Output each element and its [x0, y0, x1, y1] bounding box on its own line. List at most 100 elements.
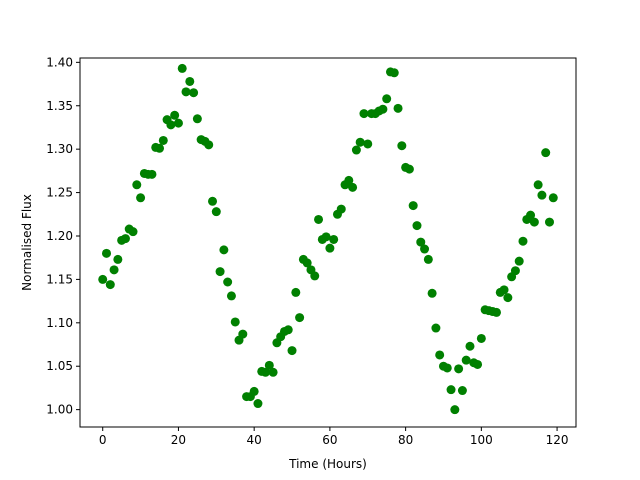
y-tick-label: 1.10: [46, 316, 73, 330]
y-tick-label: 1.20: [46, 229, 73, 243]
data-point: [454, 364, 464, 374]
data-point: [155, 143, 165, 153]
y-tick-label: 1.00: [46, 403, 73, 417]
data-point: [211, 207, 221, 217]
data-point: [109, 265, 119, 275]
y-tick-label: 1.15: [46, 272, 73, 286]
data-point: [529, 217, 539, 227]
data-point: [170, 110, 180, 120]
data-point: [147, 169, 157, 179]
data-point: [310, 271, 320, 281]
data-point: [457, 386, 467, 396]
data-point: [431, 323, 441, 333]
data-point: [476, 333, 486, 343]
data-point: [158, 135, 168, 145]
data-point: [446, 385, 456, 395]
data-point: [450, 405, 460, 415]
data-point: [302, 258, 312, 268]
data-point: [230, 317, 240, 327]
data-point: [541, 148, 551, 158]
data-point: [215, 267, 225, 277]
data-point: [499, 285, 509, 295]
y-tick-label: 1.25: [46, 186, 73, 200]
x-tick-label: 120: [546, 433, 569, 447]
data-point: [329, 234, 339, 244]
data-point: [136, 193, 146, 203]
x-tick-label: 20: [171, 433, 186, 447]
y-tick-label: 1.05: [46, 359, 73, 373]
x-tick-label: 40: [247, 433, 262, 447]
data-point: [404, 164, 414, 174]
data-point: [208, 196, 218, 206]
data-point: [378, 104, 388, 114]
data-point: [514, 256, 524, 266]
data-point: [120, 234, 130, 244]
data-point: [249, 386, 259, 396]
data-point: [442, 363, 452, 373]
data-point: [105, 280, 115, 290]
data-point: [412, 221, 422, 231]
x-tick-label: 100: [470, 433, 493, 447]
data-point: [348, 182, 358, 192]
data-point: [537, 190, 547, 200]
data-point: [102, 248, 111, 258]
y-tick-label: 1.35: [46, 99, 73, 113]
data-point: [321, 232, 331, 242]
data-point: [363, 139, 373, 149]
data-point: [491, 307, 501, 317]
data-point: [325, 243, 335, 253]
data-point: [461, 355, 471, 365]
y-tick-label: 1.30: [46, 142, 73, 156]
data-point: [355, 137, 365, 147]
data-point: [295, 313, 305, 323]
data-point: [192, 114, 202, 124]
data-point: [548, 193, 558, 203]
data-point: [545, 217, 554, 227]
data-point: [238, 329, 248, 339]
x-tick-label: 60: [322, 433, 337, 447]
data-point: [226, 291, 236, 301]
data-point: [420, 244, 430, 254]
data-point: [336, 204, 346, 214]
data-point: [185, 76, 195, 86]
data-point: [359, 109, 369, 119]
data-point: [264, 360, 274, 370]
data-point: [344, 175, 354, 185]
plot-frame: [79, 57, 577, 428]
data-point: [518, 236, 528, 246]
x-tick-label: 80: [398, 433, 413, 447]
data-point: [427, 288, 437, 298]
data-point: [423, 254, 433, 264]
data-point: [128, 227, 138, 237]
data-point: [166, 120, 176, 130]
data-point: [283, 325, 293, 335]
data-point: [314, 214, 324, 224]
data-point: [98, 274, 108, 284]
data-point: [408, 201, 418, 211]
data-point: [132, 180, 142, 190]
x-axis: 0 20 40 60 80 100 120: [99, 427, 569, 447]
x-axis-label: Time (Hours): [288, 457, 367, 471]
data-point: [473, 359, 483, 369]
data-point: [181, 87, 191, 97]
data-point: [393, 103, 403, 113]
data-point: [173, 118, 183, 128]
y-tick-label: 1.40: [46, 55, 73, 69]
data-point: [261, 367, 271, 377]
data-point: [219, 245, 229, 255]
x-tick-label: 0: [99, 433, 107, 447]
data-point: [526, 210, 536, 220]
data-point: [510, 266, 520, 276]
data-point: [351, 145, 361, 155]
data-point: [416, 237, 426, 247]
data-point: [389, 68, 399, 78]
y-axis-label: Normalised Flux: [20, 194, 34, 291]
data-point: [503, 293, 513, 303]
data-points: [98, 63, 558, 415]
data-point: [291, 287, 301, 297]
data-point: [435, 350, 445, 360]
data-point: [287, 346, 297, 356]
data-point: [253, 399, 263, 409]
data-point: [465, 341, 475, 351]
